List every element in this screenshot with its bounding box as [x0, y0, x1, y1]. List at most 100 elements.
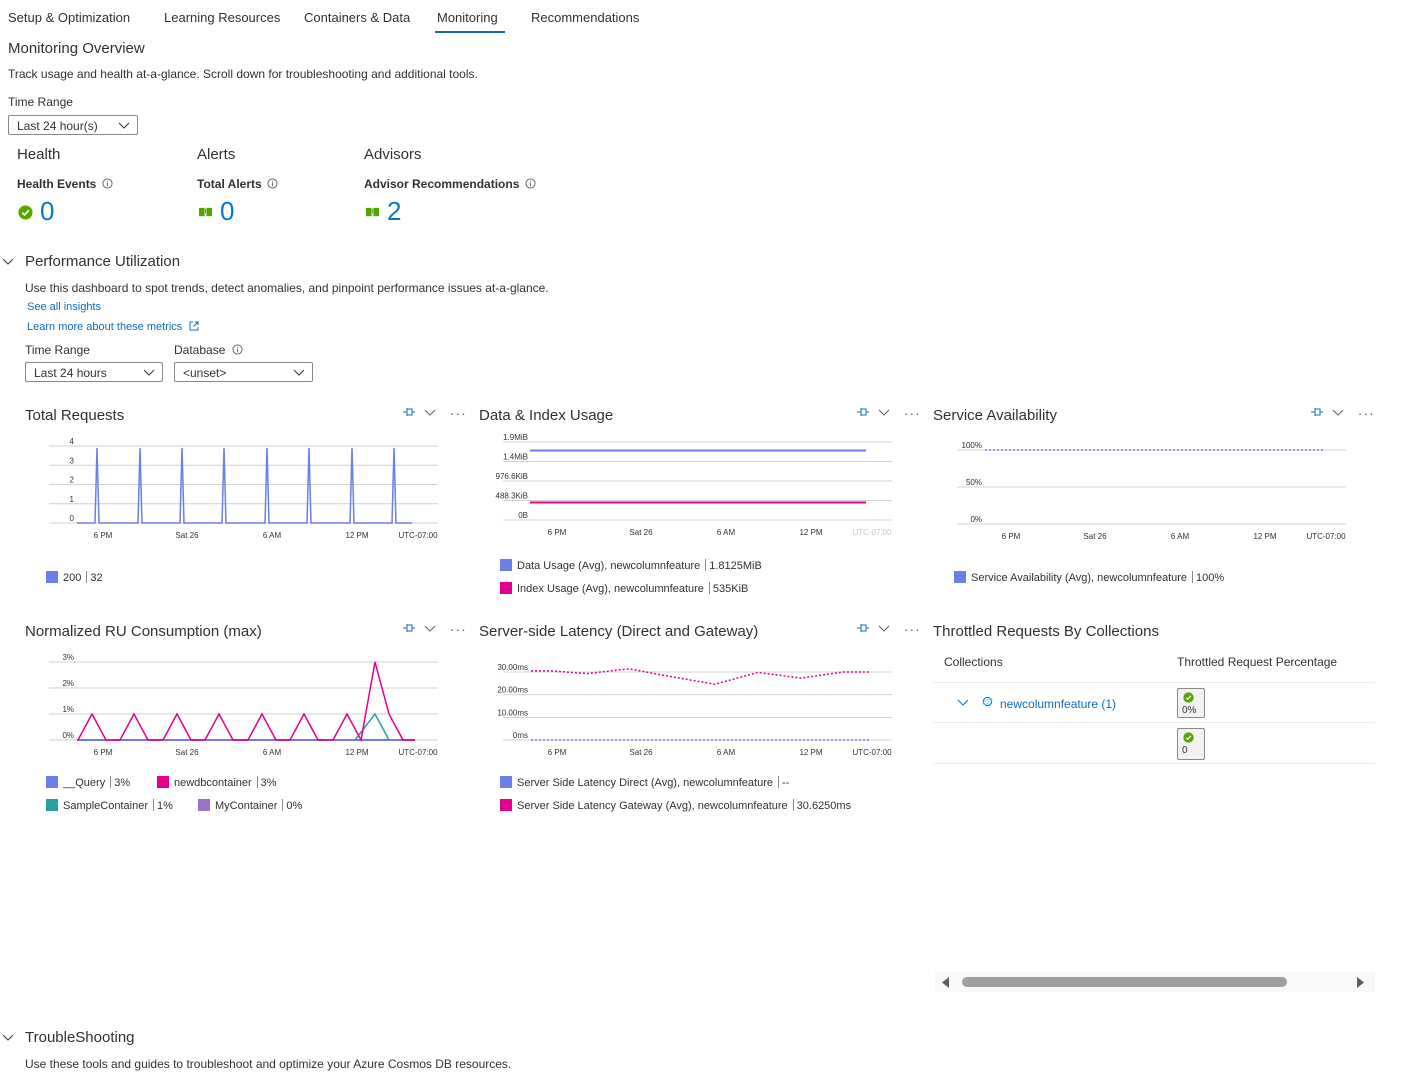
table-row[interactable]: 0: [933, 722, 1375, 762]
advisors-title: Advisors: [364, 146, 422, 163]
pin-icon[interactable]: [1310, 406, 1324, 418]
series-line-newdbcontainer: [77, 661, 415, 743]
legend-item[interactable]: __Query 3%: [46, 776, 130, 789]
health-events-text: Health Events: [17, 177, 97, 191]
y-tick-label: 10.00ms: [497, 708, 528, 717]
chevron-down-icon[interactable]: [2, 255, 14, 267]
perf-time-range-label: Time Range: [25, 343, 90, 357]
x-tick-label: 6 PM: [94, 748, 113, 757]
scroll-right-icon[interactable]: [1355, 977, 1365, 988]
troubleshooting-title: TroubleShooting: [25, 1029, 135, 1046]
legend-value: 30.6250ms: [796, 800, 852, 812]
info-icon[interactable]: [267, 178, 278, 189]
overview-description: Track usage and health at-a-glance. Scro…: [8, 67, 478, 81]
x-tick-label: 12 PM: [345, 748, 368, 757]
legend-label: Service Availability (Avg), newcolumnfea…: [971, 572, 1188, 584]
perf-time-range-dropdown[interactable]: Last 24 hours: [25, 362, 163, 382]
chevron-down-icon[interactable]: [878, 406, 890, 418]
advisor-recommendations-value[interactable]: 2: [387, 196, 402, 226]
pin-icon[interactable]: [856, 406, 870, 418]
pin-icon[interactable]: [402, 622, 416, 634]
alerts-title: Alerts: [197, 146, 236, 163]
health-events-label: Health Events: [17, 177, 113, 191]
server-latency-chart[interactable]: 30.00ms 20.00ms 10.00ms 0ms 6 PM Sat 26 6 AM 12…: [479, 652, 899, 762]
y-tick-label: 976.6KiB: [496, 472, 528, 481]
horizontal-scrollbar[interactable]: [935, 972, 1375, 992]
info-icon[interactable]: [102, 178, 113, 189]
tab-learning-resources[interactable]: Learning Resources: [164, 10, 281, 25]
active-tab-indicator: [435, 31, 505, 33]
x-tick-label: 6 PM: [1002, 532, 1021, 541]
time-range-dropdown[interactable]: Last 24 hour(s): [8, 115, 138, 135]
learn-more-link[interactable]: Learn more about these metrics: [27, 321, 199, 333]
tab-setup-optimization[interactable]: Setup & Optimization: [8, 10, 131, 25]
info-icon[interactable]: [525, 178, 536, 189]
throttled-requests-table: Collections Throttled Request Percentage…: [933, 645, 1375, 765]
health-events-value[interactable]: 0: [40, 196, 55, 226]
legend-item[interactable]: 200 32: [46, 571, 103, 584]
legend-value: 1.8125MiB: [709, 560, 762, 572]
service-availability-controls: ···: [1310, 405, 1375, 421]
legend-item[interactable]: Index Usage (Avg), newcolumnfeature 535Ki…: [500, 582, 748, 595]
throttled-value-cell[interactable]: 0: [1177, 728, 1205, 760]
chevron-down-icon[interactable]: [424, 406, 436, 418]
service-availability-chart[interactable]: 100% 50% 0% 6 PM Sat 26 6 AM 12 PM UTC-07:00: [933, 436, 1353, 546]
more-icon[interactable]: ···: [449, 405, 467, 421]
legend-swatch: [500, 799, 512, 811]
see-all-insights-link[interactable]: See all insights: [27, 301, 101, 313]
y-tick-label: 2%: [62, 679, 74, 688]
troubleshooting-description: Use these tools and guides to troublesho…: [25, 1057, 512, 1071]
tab-monitoring[interactable]: Monitoring: [437, 10, 498, 25]
legend-item[interactable]: Service Availability (Avg), newcolumnfea…: [954, 571, 1224, 584]
normalized-ru-title: Normalized RU Consumption (max): [25, 623, 262, 640]
more-icon[interactable]: ···: [1357, 405, 1375, 421]
pin-icon[interactable]: [402, 406, 416, 418]
more-icon[interactable]: ···: [449, 621, 467, 637]
legend-item[interactable]: Data Usage (Avg), newcolumnfeature 1.8125…: [500, 559, 762, 572]
chevron-down-icon[interactable]: [878, 622, 890, 634]
collection-link[interactable]: newcolumnfeature (1): [1000, 697, 1117, 711]
legend-item[interactable]: MyContainer 0%: [198, 799, 302, 812]
y-tick-label: 0ms: [513, 731, 528, 740]
x-tick-label: UTC-07:00: [398, 748, 438, 757]
advisor-recommendations-text: Advisor Recommendations: [364, 177, 520, 191]
y-tick-label: 1.4MiB: [503, 453, 528, 462]
chevron-down-icon[interactable]: [1332, 406, 1344, 418]
legend-value: 0%: [286, 800, 303, 812]
tab-containers-data[interactable]: Containers & Data: [304, 10, 411, 25]
legend-item[interactable]: Server Side Latency Gateway (Avg), newco…: [500, 799, 851, 812]
legend-value: 3%: [260, 777, 277, 789]
table-row[interactable]: newcolumnfeature (1) 0%: [933, 682, 1375, 722]
tab-recommendations[interactable]: Recommendations: [531, 10, 640, 25]
legend-value: --: [781, 777, 790, 789]
database-label-text: Database: [174, 343, 226, 357]
scrollbar-thumb[interactable]: [962, 977, 1287, 987]
column-header-throttled-percentage[interactable]: Throttled Request Percentage: [1177, 655, 1338, 669]
database-dropdown[interactable]: <unset>: [174, 362, 313, 382]
pin-icon[interactable]: [856, 622, 870, 634]
x-tick-label: Sat 26: [175, 531, 199, 540]
normalized-ru-chart[interactable]: 3% 2% 1% 0% 6 PM Sat 26 6 AM 12 PM UTC-07:00: [25, 652, 445, 762]
service-availability-title: Service Availability: [933, 407, 1057, 424]
more-icon[interactable]: ···: [903, 405, 921, 421]
legend-item[interactable]: Server Side Latency Direct (Avg), newcol…: [500, 776, 789, 789]
y-tick-label: 50%: [966, 478, 982, 487]
legend-swatch: [46, 776, 58, 788]
data-index-usage-chart[interactable]: 1.9MiB 1.4MiB 976.6KiB 488.3KiB 0B 6 PM Sat 26…: [479, 434, 899, 546]
total-alerts-value[interactable]: 0: [220, 196, 235, 226]
x-tick-label: 6 AM: [263, 531, 282, 540]
external-link-icon: [189, 321, 199, 331]
throttled-value-cell[interactable]: 0%: [1177, 688, 1205, 718]
column-header-collections[interactable]: Collections: [944, 655, 1003, 669]
chevron-down-icon[interactable]: [957, 696, 969, 708]
scroll-left-icon[interactable]: [941, 977, 951, 988]
chevron-down-icon[interactable]: [424, 622, 436, 634]
performance-description: Use this dashboard to spot trends, detec…: [25, 281, 549, 295]
legend-item[interactable]: newdbcontainer 3%: [157, 776, 277, 789]
chevron-down-icon[interactable]: [2, 1031, 14, 1043]
more-icon[interactable]: ···: [903, 621, 921, 637]
x-tick-label: 6 AM: [717, 748, 736, 757]
info-icon[interactable]: [232, 344, 243, 355]
total-requests-chart[interactable]: 4 3 2 1 0 6 PM Sat 26 6 AM 12 PM UTC-07:00: [25, 436, 445, 546]
legend-item[interactable]: SampleContainer 1%: [46, 799, 173, 812]
